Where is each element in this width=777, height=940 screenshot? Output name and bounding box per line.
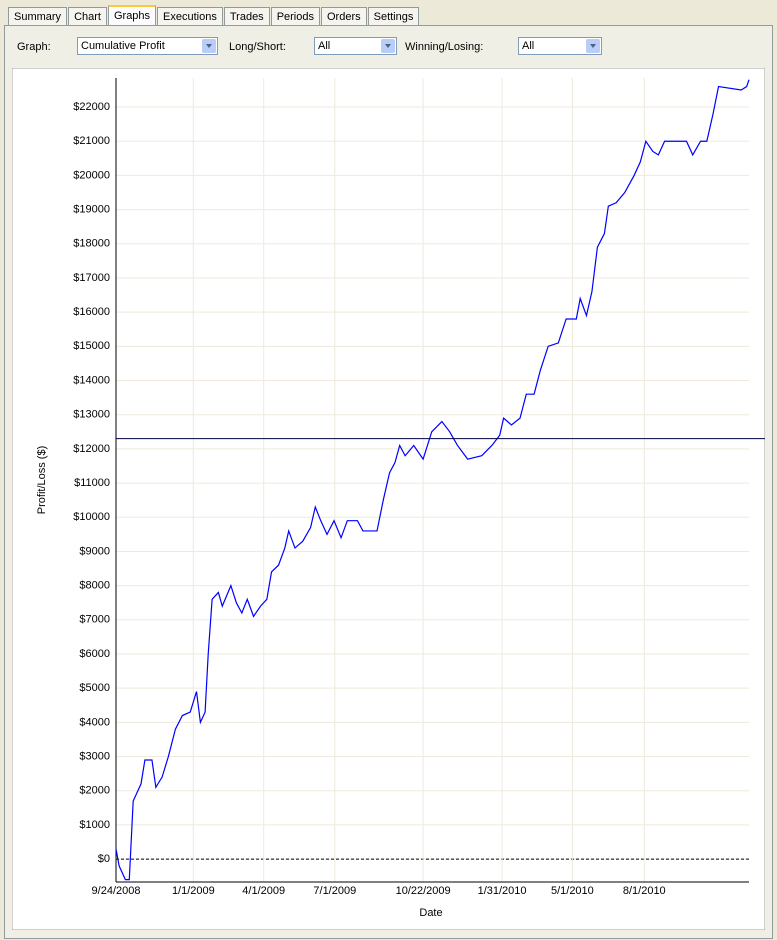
tab[interactable]: Orders (320, 7, 367, 27)
x-tick-label: 4/1/2009 (242, 885, 285, 897)
tab[interactable]: Summary (8, 7, 68, 27)
y-tick-label: $8000 (79, 580, 110, 592)
y-tick-label: $11000 (74, 477, 110, 489)
y-tick-label: $10000 (73, 511, 110, 523)
tab[interactable]: Chart (68, 7, 107, 27)
x-tick-label: 1/1/2009 (172, 885, 215, 897)
y-tick-label: $6000 (79, 648, 110, 660)
y-tick-label: $7000 (79, 614, 110, 626)
y-tick-label: $3000 (79, 750, 110, 762)
long-short-select[interactable]: All (314, 37, 397, 55)
winning-losing-select[interactable]: All (518, 37, 602, 55)
x-tick-label: 10/22/2009 (396, 885, 451, 897)
y-tick-label: $9000 (79, 545, 110, 557)
x-tick-label: 1/31/2010 (478, 885, 527, 897)
label: Winning/Losing: (405, 41, 484, 53)
tab[interactable]: Executions (157, 7, 223, 27)
tab[interactable]: Trades (223, 7, 270, 27)
y-tick-label: $21000 (73, 135, 110, 147)
y-axis-label: Profit/Loss ($) (36, 446, 48, 514)
y-tick-label: $17000 (73, 272, 110, 284)
y-tick-label: $14000 (73, 374, 110, 386)
y-tick-label: $16000 (73, 306, 110, 318)
y-tick-label: $2000 (79, 785, 110, 797)
tab-strip: Summary Chart Graphs Executions Trades Period… (8, 5, 420, 28)
y-tick-label: $12000 (73, 443, 110, 455)
tab[interactable]: Periods (270, 7, 320, 27)
y-tick-label: $18000 (73, 238, 110, 250)
y-tick-label: $13000 (73, 409, 110, 421)
chart-background (12, 68, 765, 930)
graph-select[interactable]: Cumulative Profit (77, 37, 218, 55)
x-tick-label: 8/1/2010 (623, 885, 666, 897)
y-tick-label: $20000 (73, 169, 110, 181)
y-tick-label: $0 (98, 853, 110, 865)
y-tick-label: $4000 (79, 716, 110, 728)
y-tick-label: $19000 (73, 204, 110, 216)
profit-line (115, 79, 750, 881)
label: Long/Short: (229, 41, 286, 53)
x-tick-label: 7/1/2009 (313, 885, 356, 897)
y-tick-label: $15000 (73, 340, 110, 352)
label: Graph: (17, 41, 51, 53)
chart: Profit/Loss ($) Date $0 $1000 $2000 $3000 $4… (12, 68, 765, 930)
x-tick-label: 5/1/2010 (551, 885, 594, 897)
x-axis-label: Date (419, 907, 442, 919)
y-tick-label: $1000 (79, 819, 110, 831)
x-tick-label: 9/24/2008 (92, 885, 141, 897)
y-tick-label: $5000 (79, 682, 110, 694)
tab[interactable]: Settings (367, 7, 420, 27)
y-tick-label: $22000 (73, 101, 110, 113)
tab[interactable]: Graphs (107, 5, 157, 28)
